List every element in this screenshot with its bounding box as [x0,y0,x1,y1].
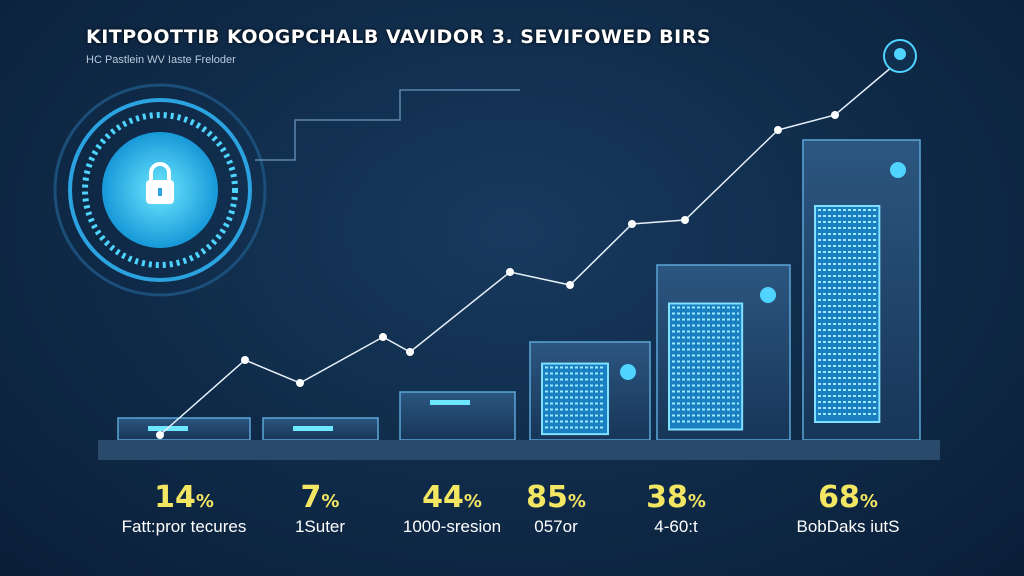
bar-3 [399,391,516,441]
bar-4 [529,341,651,441]
stat-5: 38% 4-60:t [596,480,756,537]
trend-point [406,348,414,356]
bar-6 [802,139,921,441]
page-subtitle: HC Pastlein WV Iaste Freloder [86,54,236,66]
page-title: KITPOOTTIB KOOGPCHALB VAVIDOR 3. SEVIFOW… [86,26,712,48]
stat-1: 14% Fatt:pror tecures [104,480,264,537]
stat-label: 4-60:t [654,517,698,536]
bar-1 [117,417,251,441]
stat-label: BobDaks iutS [796,517,900,536]
circuit-trace [255,89,520,161]
lock-badge-icon [883,39,917,73]
trend-point [296,379,304,387]
trend-point [681,216,689,224]
trend-point [379,333,387,341]
bar-2 [262,417,379,441]
stat-value: 14% [154,480,214,515]
stat-value: 44% [422,480,482,515]
stat-3: 44% 1000-sresion [372,480,532,537]
stat-label: Fatt:pror tecures [121,517,247,536]
trend-line [159,59,901,436]
trend-point [156,431,164,439]
stat-value: 7% [300,480,340,515]
stat-label: 1Suter [294,517,346,536]
trend-point [506,268,514,276]
trend-point [774,126,782,134]
stat-value: 38% [646,480,706,515]
stat-value: 68% [818,480,878,515]
stat-label: 1000-sresion [402,517,502,536]
trend-point [628,220,636,228]
stat-4: 85% 057or [476,480,636,537]
stat-label: 057or [534,517,578,536]
trend-point [566,281,574,289]
trend-point [831,111,839,119]
padlock-icon [53,83,267,297]
baseline-platform [98,440,940,460]
stat-6: 68% BobDaks iutS [768,480,928,537]
bar-5 [656,264,791,441]
stat-2: 7% 1Suter [240,480,400,537]
stat-value: 85% [526,480,586,515]
trend-point [241,356,249,364]
